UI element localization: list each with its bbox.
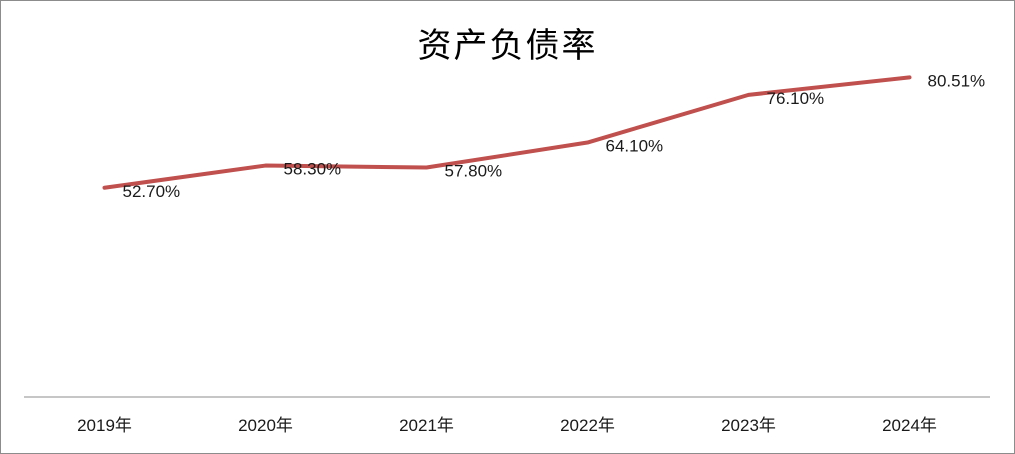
series-line [102, 75, 912, 190]
data-label: 58.30% [284, 160, 342, 179]
data-label: 80.51% [928, 71, 986, 90]
x-tick-labels: 2019年 2020年 2021年 2022年 2023年 2024年 [77, 416, 937, 435]
x-tick-label: 2024年 [882, 416, 937, 435]
x-tick-label: 2023年 [721, 416, 776, 435]
chart-title: 资产负债率 [417, 26, 598, 66]
x-tick-label: 2022年 [560, 416, 615, 435]
data-label: 76.10% [767, 89, 825, 108]
x-tick-label: 2020年 [238, 416, 293, 435]
data-label: 52.70% [123, 182, 181, 201]
x-tick-label: 2021年 [399, 416, 454, 435]
data-label: 64.10% [606, 137, 664, 156]
x-tick-label: 2019年 [77, 416, 132, 435]
data-label: 57.80% [445, 162, 503, 181]
data-labels: 52.70% 58.30% 57.80% 64.10% 76.10% 80.51% [123, 71, 986, 200]
